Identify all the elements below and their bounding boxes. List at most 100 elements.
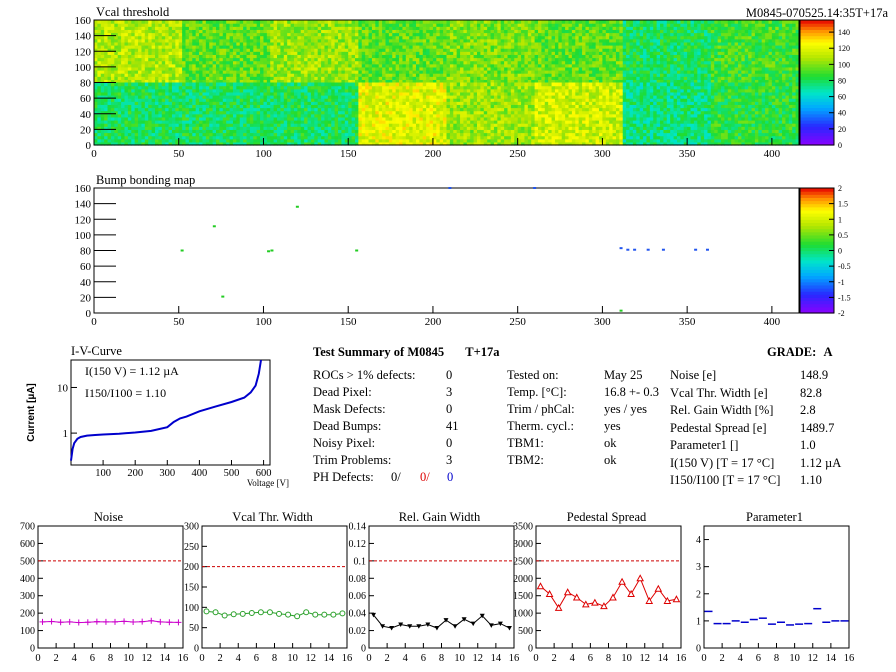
vcal-cell <box>104 60 109 65</box>
vcal-cell <box>188 104 193 109</box>
vcal-cell <box>399 60 404 65</box>
vcal-cell <box>226 35 231 40</box>
vcal-cell <box>134 132 139 137</box>
vcal-cell <box>354 76 359 80</box>
vcal-cell <box>107 107 112 112</box>
vcal-cell <box>521 20 526 24</box>
vcal-cell <box>100 73 105 77</box>
vcal-cell <box>141 60 146 65</box>
vcal-cell <box>297 51 302 55</box>
vcal-cell <box>253 41 258 46</box>
vcal-cell <box>246 29 251 34</box>
vcal-cell <box>663 23 668 27</box>
vcal-cell <box>229 138 234 143</box>
vcal-cell <box>216 135 221 140</box>
vcal-cell <box>473 48 478 52</box>
vcal-cell <box>615 63 620 68</box>
vcal-cell <box>222 126 227 130</box>
vcal-cell <box>687 20 692 24</box>
vcal-cell <box>127 82 132 87</box>
vcal-cell <box>182 70 187 74</box>
vcal-cell <box>100 76 105 80</box>
vcal-cell <box>504 45 509 49</box>
vcal-cell <box>785 73 790 77</box>
vcal-cell <box>697 41 702 46</box>
vcal-cell <box>697 63 702 68</box>
vcal-cell <box>236 66 241 71</box>
vcal-cell <box>100 98 105 102</box>
vcal-cell <box>676 79 681 84</box>
vcal-cell <box>222 123 227 127</box>
vcal-cell <box>737 76 742 80</box>
vcal-cell <box>138 113 143 118</box>
vcal-cell <box>426 66 431 71</box>
vcal-cell <box>300 79 305 84</box>
vcal-cell <box>114 138 119 143</box>
vcal-cell <box>446 41 451 46</box>
vcal-cell <box>727 41 732 46</box>
vcal-cell <box>205 29 210 34</box>
vcal-cell <box>226 60 231 65</box>
vcal-cell <box>127 60 132 65</box>
vcal-cell <box>426 32 431 37</box>
vcal-cell <box>185 79 190 84</box>
vcal-cell <box>544 45 549 49</box>
vcal-cell <box>314 54 319 59</box>
vcal-cell <box>114 66 119 71</box>
vcal-cell <box>178 73 183 77</box>
vcal-cell <box>744 48 749 52</box>
vcal-cell <box>460 48 465 52</box>
vcal-cell <box>670 41 675 46</box>
vcal-cell <box>260 70 265 74</box>
vcal-cell <box>673 38 678 43</box>
vcal-cell <box>493 32 498 37</box>
vcal-cell <box>463 51 468 55</box>
vcal-cell <box>97 91 102 96</box>
vcal-cell <box>493 23 498 27</box>
vcal-cell <box>568 70 573 74</box>
vcal-cell <box>131 20 136 24</box>
vcal-cell <box>283 79 288 84</box>
vcal-cell <box>768 57 773 62</box>
vcal-cell <box>460 38 465 43</box>
vcal-cell <box>785 41 790 46</box>
vcal-cell <box>104 141 109 146</box>
vcal-cell <box>615 51 620 55</box>
vcal-cell <box>283 35 288 40</box>
vcal-cell <box>595 51 600 55</box>
vcal-cell <box>148 95 153 99</box>
vcal-cell <box>385 70 390 74</box>
vcal-cell <box>775 38 780 43</box>
vcal-cell <box>199 138 204 143</box>
vcal-cell <box>585 23 590 27</box>
vcal-cell <box>415 35 420 40</box>
vcal-cell <box>249 26 254 30</box>
vcal-cell <box>219 110 224 115</box>
vcal-cell <box>127 132 132 137</box>
vcal-cell <box>216 88 221 93</box>
vcal-cell <box>473 54 478 59</box>
vcal-cell <box>707 79 712 84</box>
vcal-cell <box>155 132 159 137</box>
vcal-cell <box>202 35 207 40</box>
vcal-cell <box>134 138 139 143</box>
vcal-cell <box>510 73 515 77</box>
vcal-cell <box>415 66 420 71</box>
vcal-cell <box>171 48 176 52</box>
vcal-cell <box>768 26 773 30</box>
vcal-cell <box>107 82 112 87</box>
vcal-cell <box>680 20 685 24</box>
vcal-cell <box>609 57 614 62</box>
vcal-cell <box>97 113 102 118</box>
vcal-cell <box>700 51 705 55</box>
vcal-cell <box>717 20 722 24</box>
vcal-cell <box>222 20 227 24</box>
vcal-cell <box>456 63 461 68</box>
vcal-cell <box>168 116 173 121</box>
vcal-cell <box>470 70 475 74</box>
vcal-cell <box>622 35 627 40</box>
vcal-cell <box>531 76 536 80</box>
vcal-cell <box>185 129 190 134</box>
vcal-cell <box>609 41 614 46</box>
vcal-cell <box>168 88 173 93</box>
